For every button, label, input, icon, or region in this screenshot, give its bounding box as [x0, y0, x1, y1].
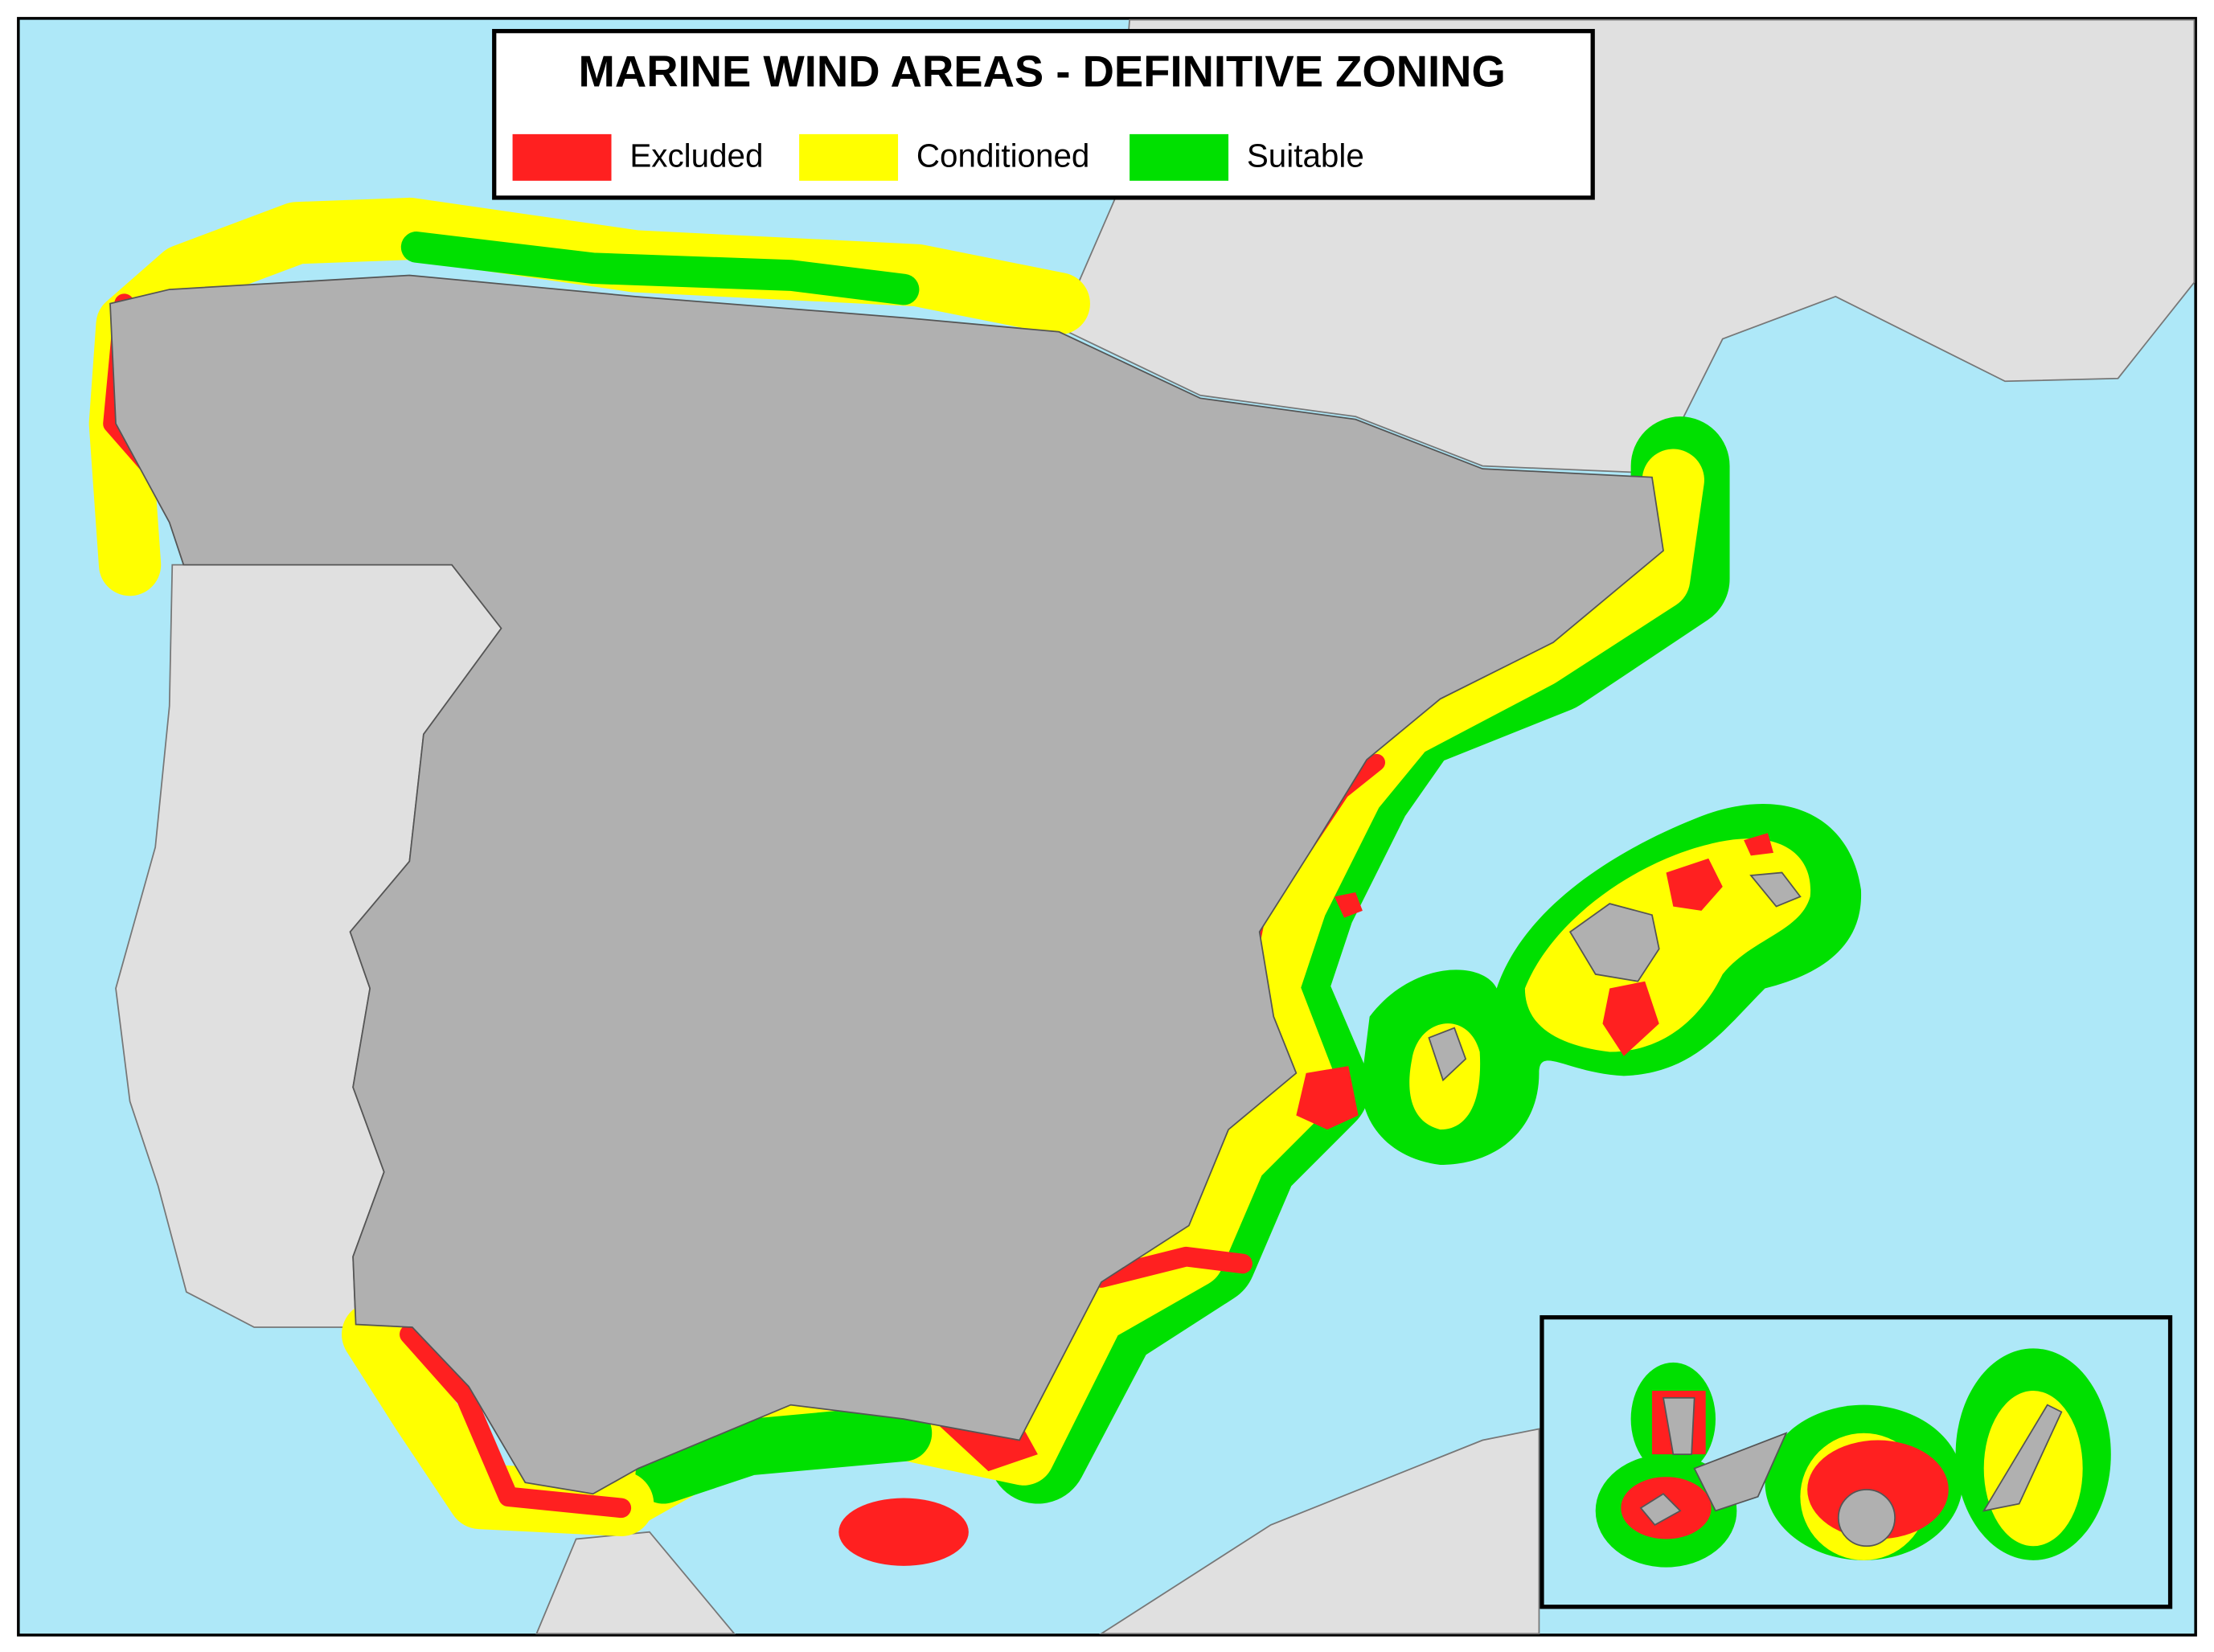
legend-box: MARINE WIND AREAS - DEFINITIVE ZONING Ex… [492, 29, 1595, 200]
legend-label: Suitable [1247, 137, 1364, 174]
island [1639, 1493, 1682, 1527]
legend-frame [492, 29, 1595, 200]
spain [109, 274, 1664, 1495]
zone-excluded [1091, 1246, 1253, 1288]
zone-excluded [1666, 858, 1723, 911]
legend-swatch [799, 133, 899, 181]
zone-conditioned [1409, 838, 1811, 1130]
canary-inset [1540, 1315, 2173, 1609]
legend-swatch [1130, 133, 1229, 181]
island [1428, 1027, 1467, 1082]
zone-suitable [400, 232, 920, 305]
map-title: MARINE WIND AREAS - DEFINITIVE ZONING [579, 47, 1506, 96]
zone-excluded [838, 1498, 969, 1566]
island [1749, 871, 1802, 908]
island [1662, 1396, 1695, 1455]
island [1837, 1489, 1896, 1547]
legend-label: Excluded [629, 137, 763, 174]
africa-east [1098, 1428, 1540, 1635]
zone-excluded [1334, 892, 1363, 918]
island [1982, 1404, 2063, 1512]
africa-west [535, 1531, 736, 1635]
zone-excluded [400, 1324, 632, 1519]
legend-label: Conditioned [916, 137, 1089, 174]
island [1568, 903, 1660, 982]
zone-excluded [1296, 1066, 1359, 1130]
zone-excluded [1602, 981, 1659, 1056]
zone-excluded [1744, 833, 1774, 856]
island [1693, 1432, 1788, 1512]
islands [1428, 871, 1802, 1082]
legend-swatch [512, 133, 612, 181]
zone-suitable [635, 1404, 933, 1504]
